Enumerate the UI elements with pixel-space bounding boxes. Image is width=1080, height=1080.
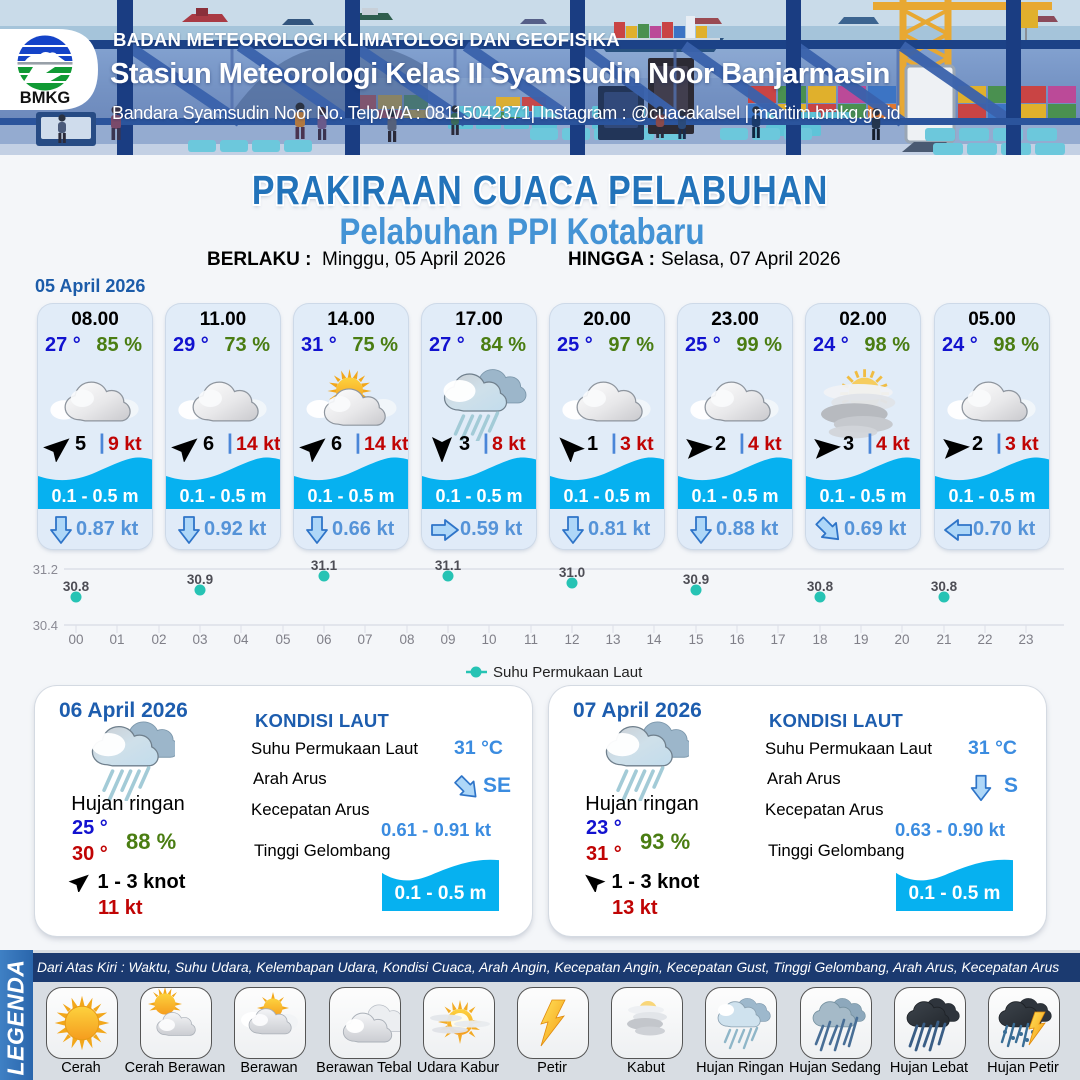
svg-text:14: 14 (646, 632, 662, 647)
svg-text:22: 22 (977, 632, 992, 647)
svg-text:18: 18 (812, 632, 827, 647)
svg-text:02: 02 (151, 632, 166, 647)
svg-text:04: 04 (233, 632, 249, 647)
svg-text:15: 15 (688, 632, 703, 647)
svg-text:10: 10 (481, 632, 496, 647)
svg-text:11: 11 (524, 632, 538, 647)
svg-text:08: 08 (399, 632, 414, 647)
svg-text:20: 20 (894, 632, 909, 647)
svg-text:31.1: 31.1 (435, 558, 462, 573)
svg-text:30.9: 30.9 (187, 572, 213, 587)
svg-text:31.1: 31.1 (311, 558, 338, 573)
svg-text:Suhu Permukaan Laut: Suhu Permukaan Laut (493, 664, 643, 681)
svg-text:BMKG: BMKG (20, 89, 70, 107)
svg-text:17: 17 (770, 632, 785, 647)
svg-text:12: 12 (564, 632, 579, 647)
svg-text:21: 21 (936, 632, 951, 647)
svg-text:30.8: 30.8 (807, 579, 834, 594)
svg-text:00: 00 (68, 632, 83, 647)
svg-text:23: 23 (1018, 632, 1033, 647)
svg-text:30.8: 30.8 (931, 579, 958, 594)
svg-text:01: 01 (109, 632, 124, 647)
svg-text:07: 07 (357, 632, 372, 647)
svg-text:30.4: 30.4 (33, 618, 58, 633)
svg-text:05: 05 (275, 632, 290, 647)
svg-text:31.2: 31.2 (33, 562, 58, 577)
svg-text:06: 06 (316, 632, 331, 647)
svg-text:30.8: 30.8 (63, 579, 90, 594)
svg-text:03: 03 (192, 632, 207, 647)
svg-text:30.9: 30.9 (683, 572, 709, 587)
svg-text:31.0: 31.0 (559, 565, 585, 580)
svg-text:09: 09 (440, 632, 455, 647)
svg-text:19: 19 (853, 632, 868, 647)
svg-text:13: 13 (605, 632, 620, 647)
svg-text:16: 16 (729, 632, 744, 647)
